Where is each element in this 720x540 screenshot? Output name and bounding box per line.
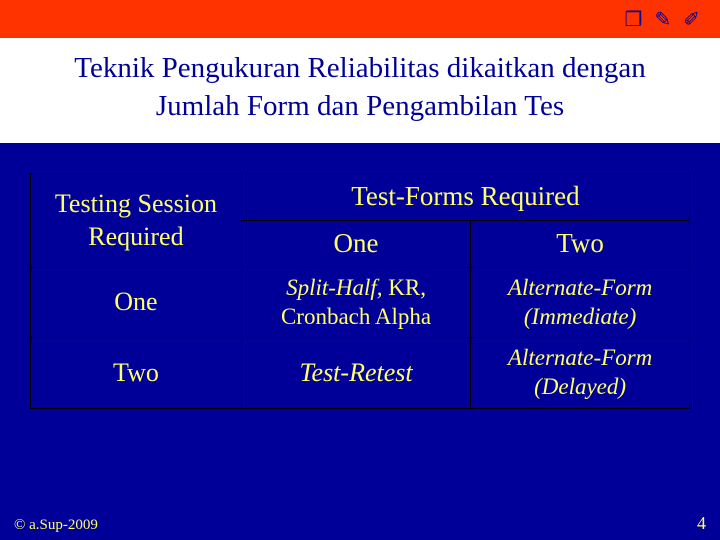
slide-title: Teknik Pengukuran Reliabilitas dikaitkan… — [0, 38, 720, 143]
pen-icon: ✐ — [683, 7, 700, 32]
copyright-text: © a.Sup-2009 — [14, 517, 98, 534]
cell-one-one-italic: Split-Half, — [286, 275, 382, 300]
footer: © a.Sup-2009 4 — [14, 513, 706, 534]
content-area: Testing Session Required Test-Forms Requ… — [0, 143, 720, 409]
cell-two-two: Alternate-Form (Delayed) — [471, 338, 690, 409]
subcol-two: Two — [471, 221, 690, 268]
row-label-one: One — [31, 267, 242, 338]
pencil-icon: ✎ — [654, 7, 671, 32]
page-number: 4 — [697, 513, 706, 534]
cell-two-one: Test-Retest — [241, 338, 470, 409]
top-accent-bar: ❒ ✎ ✐ — [0, 0, 720, 38]
row-header: Testing Session Required — [31, 174, 242, 268]
square-icon: ❒ — [625, 7, 643, 32]
subcol-one: One — [241, 221, 470, 268]
col-header: Test-Forms Required — [241, 174, 689, 221]
row-label-two: Two — [31, 338, 242, 409]
cell-one-two: Alternate-Form (Immediate) — [471, 267, 690, 338]
cell-one-one: Split-Half, KR, Cronbach Alpha — [241, 267, 470, 338]
reliability-table: Testing Session Required Test-Forms Requ… — [30, 173, 690, 409]
